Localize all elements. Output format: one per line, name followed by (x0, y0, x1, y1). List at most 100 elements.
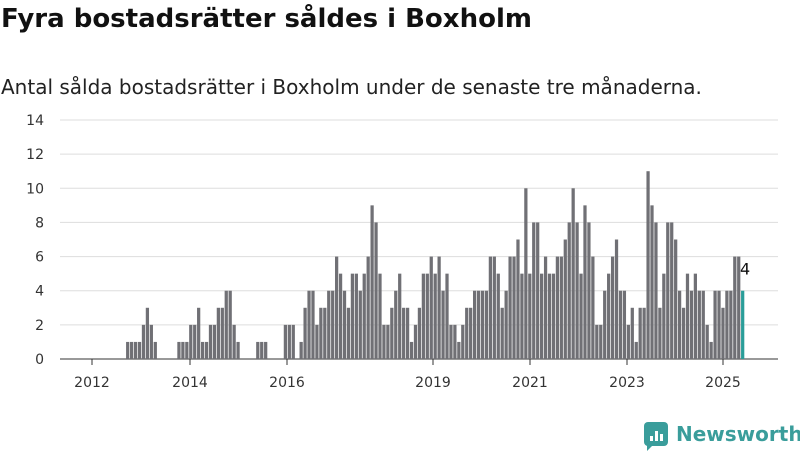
bar (311, 290, 315, 359)
bar (571, 188, 575, 359)
bar (516, 239, 520, 359)
bar (405, 307, 410, 359)
bar (429, 256, 433, 359)
bar (492, 256, 496, 359)
x-tick-label: 2016 (269, 375, 305, 391)
bar (614, 239, 619, 359)
bar (256, 341, 260, 359)
bar (402, 307, 406, 359)
bar (287, 324, 291, 359)
bar (445, 273, 449, 359)
bar (677, 290, 682, 359)
bar (441, 290, 445, 359)
bar (335, 256, 339, 359)
bar (394, 290, 398, 359)
bar (366, 256, 370, 359)
bar (618, 290, 623, 359)
bar (737, 256, 741, 359)
bar (145, 307, 150, 359)
bar (733, 256, 737, 359)
bar (496, 273, 500, 359)
bar (685, 273, 690, 359)
bar (153, 341, 157, 359)
bar (650, 205, 654, 359)
y-tick-label: 12 (26, 147, 44, 163)
bar (540, 273, 544, 359)
bar (189, 324, 193, 359)
bar (547, 273, 552, 359)
bar (220, 307, 224, 359)
bar (382, 324, 386, 359)
bar (208, 324, 213, 359)
bar (216, 307, 220, 359)
bar (583, 205, 587, 359)
bar (200, 341, 205, 359)
bar (536, 222, 540, 359)
bar (654, 222, 658, 359)
bar (421, 273, 425, 359)
bar (642, 307, 646, 359)
bar (350, 273, 355, 359)
bar (528, 273, 532, 359)
bar (390, 307, 394, 359)
bar (193, 324, 197, 359)
bar (141, 324, 146, 359)
bar (453, 324, 457, 359)
bar (579, 273, 583, 359)
bar (725, 290, 729, 359)
bar (551, 273, 556, 359)
bar (315, 324, 319, 359)
bar (204, 341, 209, 359)
bar (701, 290, 705, 359)
bar (484, 290, 489, 359)
bar (587, 222, 591, 359)
bar (232, 324, 236, 359)
bar (662, 273, 666, 359)
bar (638, 307, 642, 359)
bar (543, 256, 548, 359)
bar (433, 273, 437, 359)
bar (634, 341, 638, 359)
bar (425, 273, 429, 359)
bar-highlighted (741, 290, 745, 359)
bar (622, 290, 627, 359)
bar (346, 307, 351, 359)
bar (626, 324, 630, 359)
bar (149, 324, 153, 359)
bar (646, 171, 650, 359)
x-tick-label: 2023 (609, 375, 645, 391)
bar (299, 341, 303, 359)
bar (555, 256, 560, 359)
bar (338, 273, 343, 359)
bar (563, 239, 567, 359)
bar (674, 239, 678, 359)
x-tick-label: 2025 (705, 375, 741, 391)
bar (386, 324, 390, 359)
bar (260, 341, 264, 359)
bar (717, 290, 721, 359)
bar (264, 341, 268, 359)
bar (327, 290, 331, 359)
bar (228, 290, 232, 359)
bar (457, 341, 461, 359)
bar (378, 273, 382, 359)
bar (595, 324, 599, 359)
bar (559, 256, 563, 359)
bar (413, 324, 418, 359)
bar (512, 256, 516, 359)
bar (697, 290, 701, 359)
bar (532, 222, 536, 359)
bar (224, 290, 228, 359)
bar (689, 290, 694, 359)
bar (500, 307, 504, 359)
bar (417, 307, 422, 359)
bar (603, 290, 607, 359)
bar (303, 307, 307, 359)
bar (658, 307, 662, 359)
bar (681, 307, 686, 359)
bar (236, 341, 240, 359)
bar (374, 222, 378, 359)
bar (358, 290, 362, 359)
bar (130, 341, 134, 359)
